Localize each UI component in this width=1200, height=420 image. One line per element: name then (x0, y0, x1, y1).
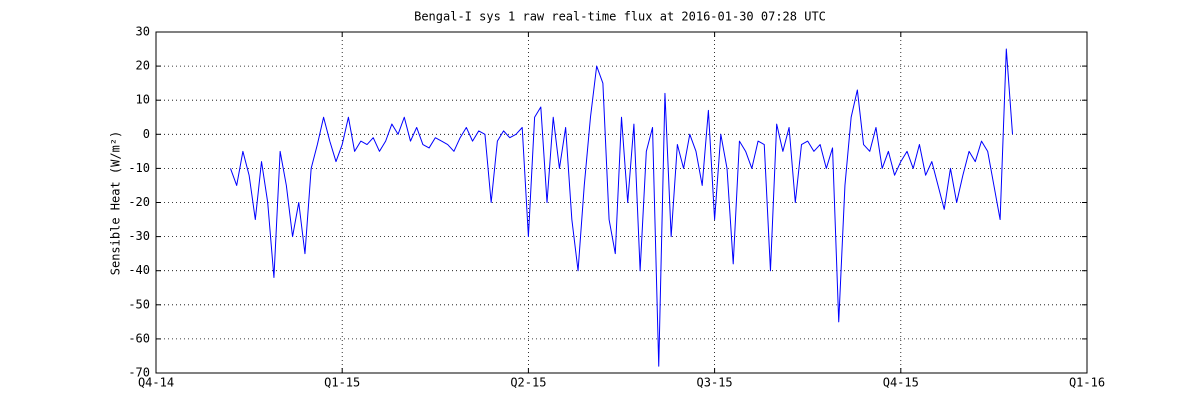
y-tick-label: -20 (128, 195, 150, 209)
y-tick-label: 10 (136, 93, 150, 107)
y-tick-label: -70 (128, 366, 150, 380)
y-tick-label: -60 (128, 331, 150, 345)
x-tick-label: Q2-15 (510, 376, 546, 390)
y-tick-label: 20 (136, 59, 150, 73)
y-tick-label: -30 (128, 229, 150, 243)
y-tick-label: -10 (128, 161, 150, 175)
y-tick-label: 0 (143, 127, 150, 141)
x-tick-label: Q3-15 (697, 376, 733, 390)
data-line (230, 48, 1014, 367)
x-tick-label: Q1-15 (324, 376, 360, 390)
chart-title: Bengal-I sys 1 raw real-time flux at 201… (414, 10, 826, 24)
x-tick-label: Q4-15 (883, 376, 919, 390)
y-axis-label: Sensible Heat (W/m²) (109, 131, 123, 276)
y-tick-label: -40 (128, 263, 150, 277)
x-tick-label: Q4-14 (138, 376, 174, 390)
plot-frame (155, 31, 1088, 374)
y-tick-label: 30 (136, 25, 150, 39)
y-tick-label: -50 (128, 297, 150, 311)
x-tick-label: Q1-16 (1069, 376, 1105, 390)
